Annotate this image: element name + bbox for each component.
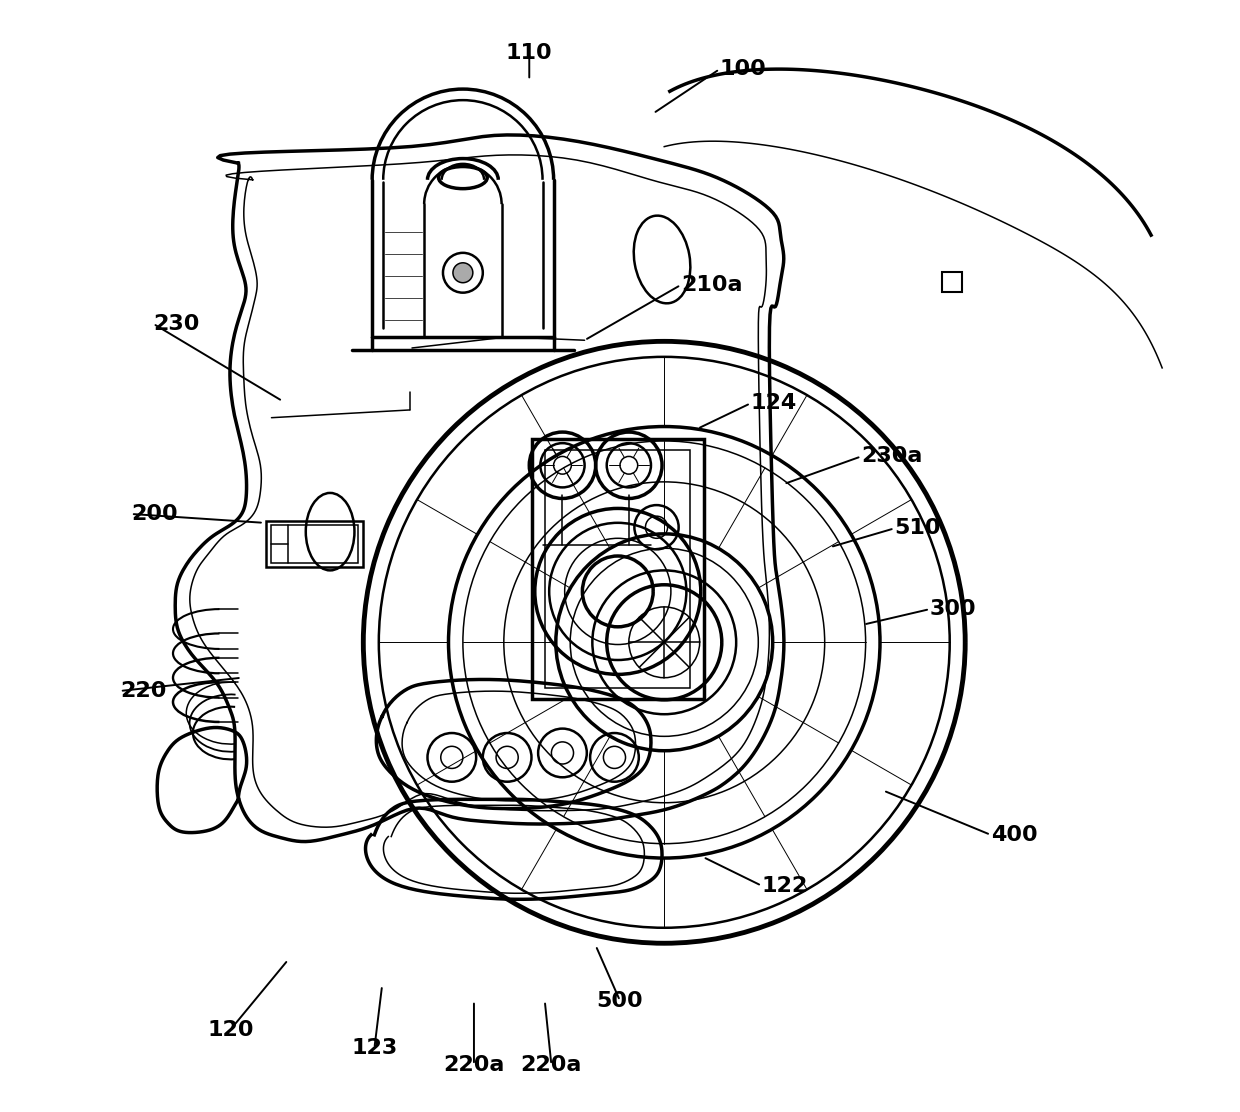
Text: 220a: 220a: [443, 1055, 505, 1075]
Text: 120: 120: [207, 1020, 254, 1040]
Text: 400: 400: [991, 825, 1038, 845]
Text: 100: 100: [719, 59, 766, 79]
Text: 124: 124: [750, 394, 797, 414]
Text: 230a: 230a: [862, 446, 923, 466]
Bar: [546, 450, 691, 688]
Text: 122: 122: [761, 876, 808, 896]
Text: 200: 200: [131, 504, 177, 524]
Text: 210a: 210a: [681, 275, 743, 295]
Text: 300: 300: [930, 599, 976, 619]
Bar: [272, 525, 358, 563]
Bar: [265, 520, 363, 567]
Text: 500: 500: [596, 991, 644, 1011]
Circle shape: [453, 262, 472, 282]
Text: 110: 110: [506, 42, 553, 62]
Bar: [532, 439, 703, 699]
Bar: [942, 271, 962, 291]
Text: 510: 510: [894, 518, 941, 538]
Text: 230: 230: [153, 314, 200, 334]
Text: 220: 220: [120, 681, 166, 701]
Text: 220a: 220a: [521, 1055, 582, 1075]
Text: 123: 123: [351, 1039, 398, 1059]
